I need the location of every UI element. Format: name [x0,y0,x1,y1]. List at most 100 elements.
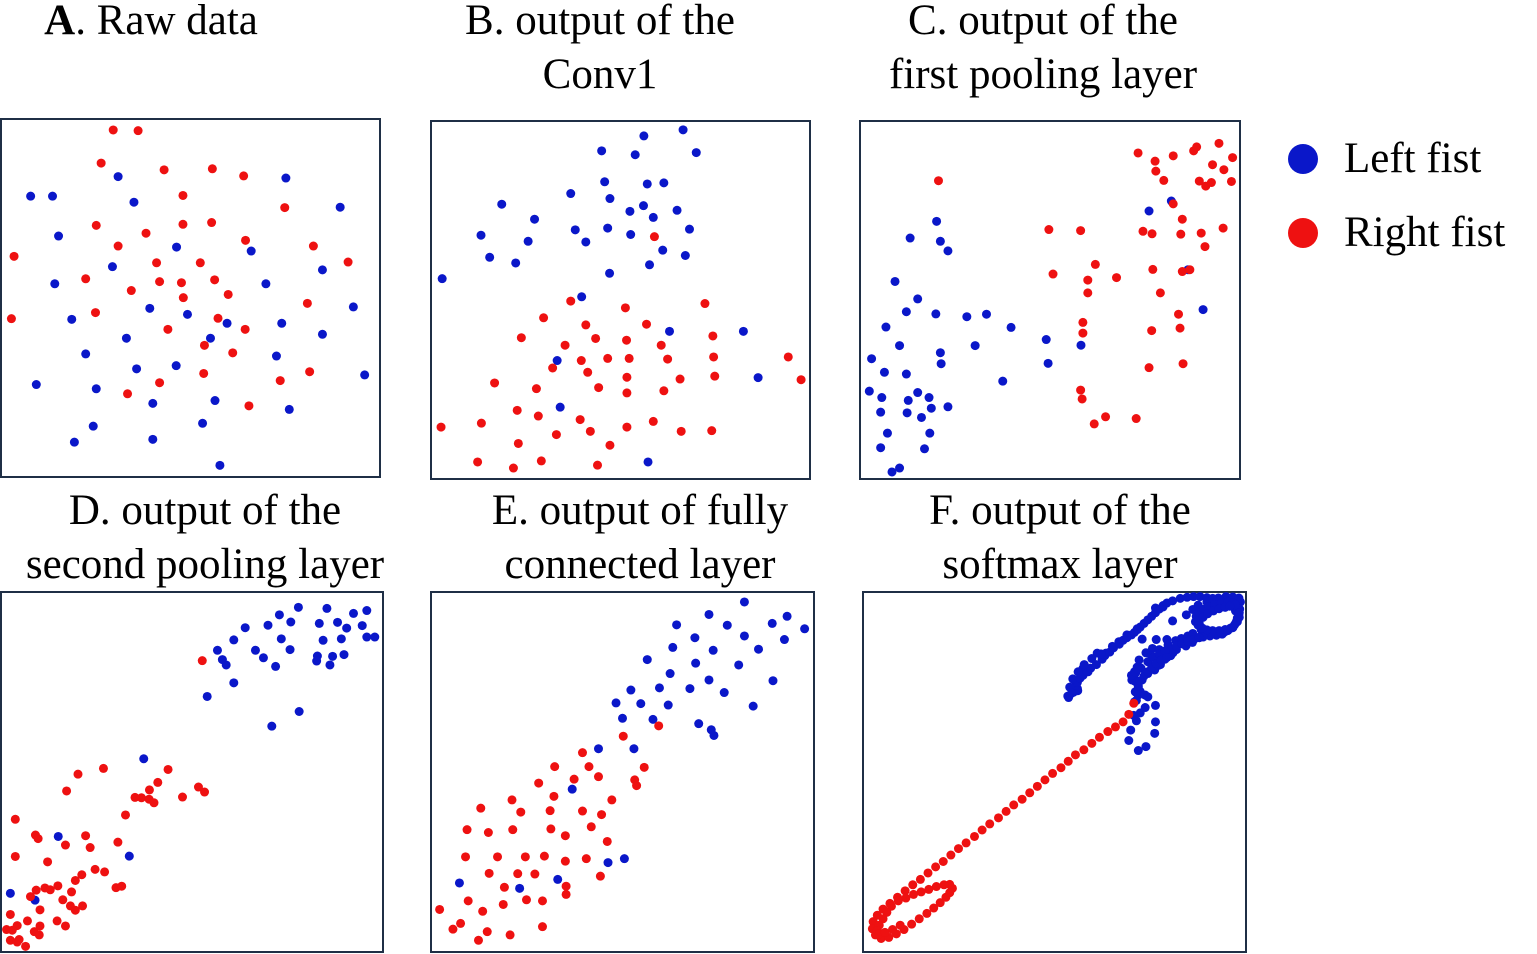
left-fist-point [318,635,328,645]
right-fist-point [993,813,1003,823]
left-fist-point [905,233,915,243]
right-fist-point [1168,151,1178,161]
right-fist-point [244,401,254,411]
right-fist-point [584,762,594,772]
chart-title-f-line2: softmax layer [942,541,1178,588]
right-fist-point [1192,142,1202,152]
right-fist-point [1218,223,1228,233]
right-fist-point [1094,732,1104,742]
right-fist-point [90,864,100,874]
right-fist-point [1185,265,1195,275]
right-fist-point [1196,228,1206,238]
right-fist-point [100,867,110,877]
scatter-plot-f [867,592,1245,943]
right-fist-point [62,786,72,796]
right-fist-point [123,389,133,399]
right-fist-point [35,905,45,915]
right-fist-point [603,353,613,363]
right-fist-point [591,333,601,343]
chart-title-b-line1: B. output of the [465,0,735,44]
right-fist-point [1214,138,1224,148]
left-fist-point [876,443,886,453]
left-fist-point [626,685,636,695]
left-fist-point [50,279,60,289]
right-fist-point [462,825,472,835]
right-fist-point [551,430,561,440]
right-fist-point [12,937,22,947]
right-fist-point [649,232,659,242]
left-fist-point [555,402,565,412]
right-fist-point [90,308,100,318]
right-fist-point [908,880,918,890]
left-fist-point [182,309,192,319]
left-fist-point [663,700,673,710]
left-fist-point [124,851,134,861]
right-fist-point [498,899,508,909]
right-fist-point [1194,176,1204,186]
left-fist-point [1006,322,1016,332]
left-fist-point [48,191,58,201]
left-fist-point [881,322,891,332]
left-fist-point [920,444,930,454]
left-fist-point [932,216,942,226]
left-fist-point [887,467,897,477]
right-fist-point [6,314,16,324]
chart-panel-f [862,591,1247,953]
right-fist-point [1070,750,1080,760]
left-fist-point [312,656,322,666]
left-fist-point [618,713,627,723]
chart-title-d-line1: D. output of the [68,487,342,534]
chart-title-e-line2: connected layer [504,541,776,588]
right-fist-point [1040,775,1050,785]
right-fist-point [210,275,220,285]
right-fist-point [484,868,494,878]
left-fist-point [267,721,277,731]
left-fist-point [936,359,946,369]
right-fist-point [1148,264,1158,274]
left-fist-point [782,611,792,621]
left-fist-point [1087,654,1097,664]
right-fist-point [144,785,154,795]
scatter-plot-c [864,138,1238,477]
right-fist-point [96,158,106,168]
left-fist-point [1225,601,1235,611]
right-fist-point [566,296,576,306]
right-fist-point [710,371,720,381]
right-fist-point [482,927,492,937]
left-fist-point [476,230,486,240]
right-fist-point [935,898,945,908]
left-fist-point [665,669,675,679]
right-fist-point [141,228,151,238]
left-fist-point [1076,340,1086,350]
left-fist-point [1147,643,1157,653]
right-fist-point [931,862,941,872]
right-fist-point [513,438,523,448]
right-fist-point [26,892,35,902]
left-fist-point [943,246,953,256]
left-fist-point [593,744,603,754]
left-fist-point [876,407,886,417]
left-fist-point [1168,616,1178,626]
right-fist-point [505,930,515,940]
left-fist-point [597,146,607,156]
right-fist-point [923,868,933,878]
left-fist-point [139,754,149,764]
right-fist-point [275,376,285,386]
right-fist-point [953,844,963,854]
right-fist-point [938,857,948,866]
left-fist-point [210,396,220,406]
left-fist-point [570,225,580,235]
left-fist-point [148,398,158,408]
left-fist-point [895,463,905,473]
right-fist-point [45,885,55,895]
right-fist-point [178,219,188,229]
right-fist-point [939,880,949,890]
right-fist-point [595,871,605,881]
right-fist-point [117,881,127,891]
left-fist-point [328,651,338,661]
right-fist-point [153,777,163,787]
right-fist-point [81,274,91,284]
left-fist-point [629,744,639,754]
right-fist-point [675,374,685,384]
right-fist-point [1101,412,1111,422]
